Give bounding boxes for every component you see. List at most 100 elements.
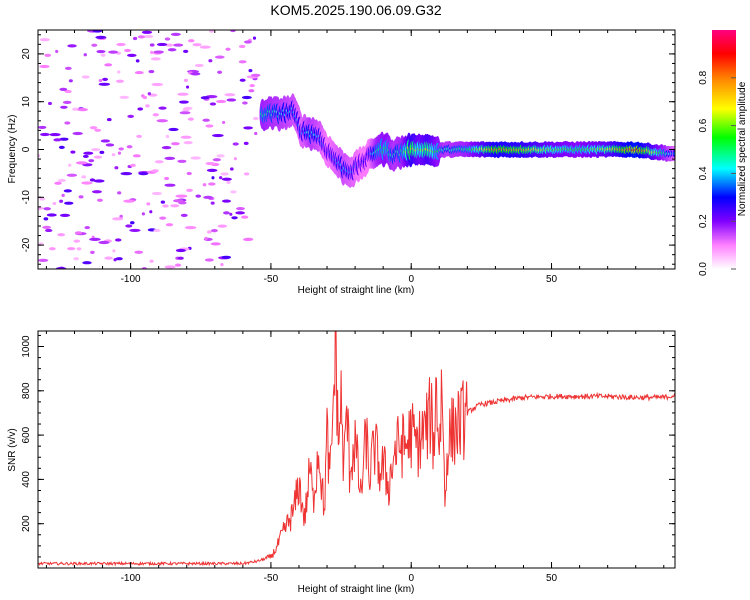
spectrogram-noise-cell (137, 35, 146, 39)
spectrogram-noise-cell (70, 150, 76, 154)
spectrogram-noise-cell (210, 229, 218, 233)
spectrogram-noise-cell (235, 211, 245, 215)
spectrogram-noise-cell (147, 92, 152, 96)
colorbar-ticks: 0.0 0.2 0.4 0.6 0.8 (698, 70, 736, 276)
spectrogram-xlabel: Height of straight line (km) (298, 285, 415, 296)
spectrogram-noise-cell (204, 258, 214, 262)
spectrogram-noise-cell (254, 131, 258, 136)
spectrogram-noise-cell (171, 142, 180, 146)
spectrogram-noise-cell (57, 178, 66, 183)
spectrogram-noise-cell (53, 138, 62, 142)
spectrogram-noise-cell (175, 248, 186, 253)
spectrogram-noise-cell (165, 223, 174, 227)
spectrogram-noise-cell (224, 93, 236, 97)
spectrogram-noise-cell (170, 32, 181, 37)
y-tick-label: 200 (21, 515, 32, 532)
spectrogram-noise-cell (66, 173, 78, 177)
spectrogram-noise-cell (194, 63, 204, 68)
spectrogram-noise-cell (164, 156, 176, 161)
spectrogram-noise-cell (243, 172, 250, 176)
spectrogram-noise-cell (84, 225, 90, 230)
spectrogram-noise-cell (44, 228, 53, 233)
spectrogram-noise-cell (242, 237, 254, 242)
spectrogram-noise-cell (177, 159, 187, 163)
spectrogram-noise-cell (217, 70, 223, 74)
spectrogram-noise-cell (220, 263, 224, 267)
spectrogram-noise-cell (96, 198, 103, 202)
spectrogram-noise-cell (100, 53, 106, 57)
spectrogram-noise-cell (120, 172, 133, 176)
spectrogram-noise-cell (118, 147, 124, 151)
spectrogram-noise-cell (252, 116, 259, 121)
colorbar: 0.0 0.2 0.4 0.6 0.8 Normalized spectral ampl… (698, 30, 748, 276)
y-tick-label: 1000 (21, 335, 32, 358)
spectrogram-noise-cell (119, 214, 123, 218)
spectrogram-noise-cell (135, 59, 140, 63)
spectrogram-noise-cell (42, 225, 52, 229)
spectrogram-noise-cell (153, 50, 164, 54)
spectrogram-noise-cell (127, 114, 135, 118)
spectrogram-noise-cell (38, 154, 41, 158)
x-tick-label: 50 (546, 573, 558, 584)
spectrogram-noise-cell (232, 142, 239, 146)
spectrogram-noise-cell (229, 212, 233, 216)
snr-axes: -100 -50 0 50 200 400 600 800 1000 (21, 331, 675, 584)
spectrogram-noise-cell (175, 194, 188, 198)
spectrogram-noise-cell (190, 156, 202, 160)
spectrogram-noise-cell (151, 191, 163, 196)
spectrogram-noise-cell (204, 236, 208, 241)
spectrogram-noise-cell (225, 47, 231, 51)
spectrogram-noise-cell (39, 38, 50, 42)
spectrogram-noise-cell (205, 161, 216, 166)
spectrogram-noise-cell (102, 77, 108, 81)
spectrogram-noise-cell (230, 30, 236, 33)
spectrogram-noise-cell (117, 191, 122, 195)
spectrogram-noise-cell (88, 159, 95, 163)
spectrogram-noise-cell (239, 78, 246, 82)
colorbar-tick-label: 0.0 (698, 262, 709, 276)
spectrogram-noise-cell (38, 206, 44, 210)
snr-xlabel: Height of straight line (km) (298, 584, 415, 595)
spectrogram-noise-cell (212, 158, 221, 162)
spectrogram-noise-cell (130, 163, 136, 167)
y-tick-label: 800 (21, 382, 32, 399)
snr-series-line (38, 331, 675, 567)
spectrogram-noise-cell (115, 257, 123, 261)
spectrogram-noise-cell (184, 226, 197, 230)
spectrogram-noise-cell (233, 157, 237, 161)
spectrogram-noise-cell (59, 87, 68, 91)
spectrogram-noise-cell (59, 213, 71, 217)
spectrogram-noise-cell (119, 95, 130, 99)
x-tick-label: -100 (121, 573, 141, 584)
spectrogram-noise-cell (252, 36, 257, 40)
spectrogram-noise-cell (112, 217, 124, 221)
spectrogram-noise-cell (57, 233, 66, 237)
spectrogram-noise-cell (162, 204, 169, 208)
spectrogram-noise-cell (212, 133, 224, 138)
spectrogram-noise-cell (202, 118, 210, 122)
spectrogram-noise-cell (132, 154, 141, 158)
spectrogram-noise-cell (93, 155, 103, 159)
spectrogram-noise-cell (105, 143, 115, 147)
spectrogram-noise-cell (220, 172, 229, 176)
spectrogram-noise-cell (177, 92, 189, 96)
colorbar-tick-label: 0.2 (698, 214, 709, 228)
spectrogram-noise-cell (93, 179, 105, 183)
spectrogram-noise-cell (179, 111, 191, 115)
spectrogram-noise-cell (58, 145, 65, 149)
spectrogram-noise-cell (230, 190, 237, 194)
spectrogram-noise-cell (190, 72, 201, 76)
spectrogram-noise-cell (156, 42, 168, 47)
spectrogram-noise-cell (91, 190, 102, 194)
colorbar-tick-label: 0.8 (698, 70, 709, 84)
x-tick-label: 0 (408, 573, 414, 584)
spectrogram-noise-cell (64, 66, 72, 70)
spectrogram-noise-cell (62, 100, 72, 104)
spectrogram-noise-cell (115, 238, 122, 242)
spectrogram-noise-cell (48, 247, 56, 251)
spectrogram-noise-cell (226, 98, 237, 102)
spectrogram-noise-cell (152, 113, 159, 117)
spectrogram-noise-cell (52, 201, 57, 206)
spectrogram-noise-cell (149, 259, 154, 263)
spectrogram-noise-cell (75, 161, 88, 165)
